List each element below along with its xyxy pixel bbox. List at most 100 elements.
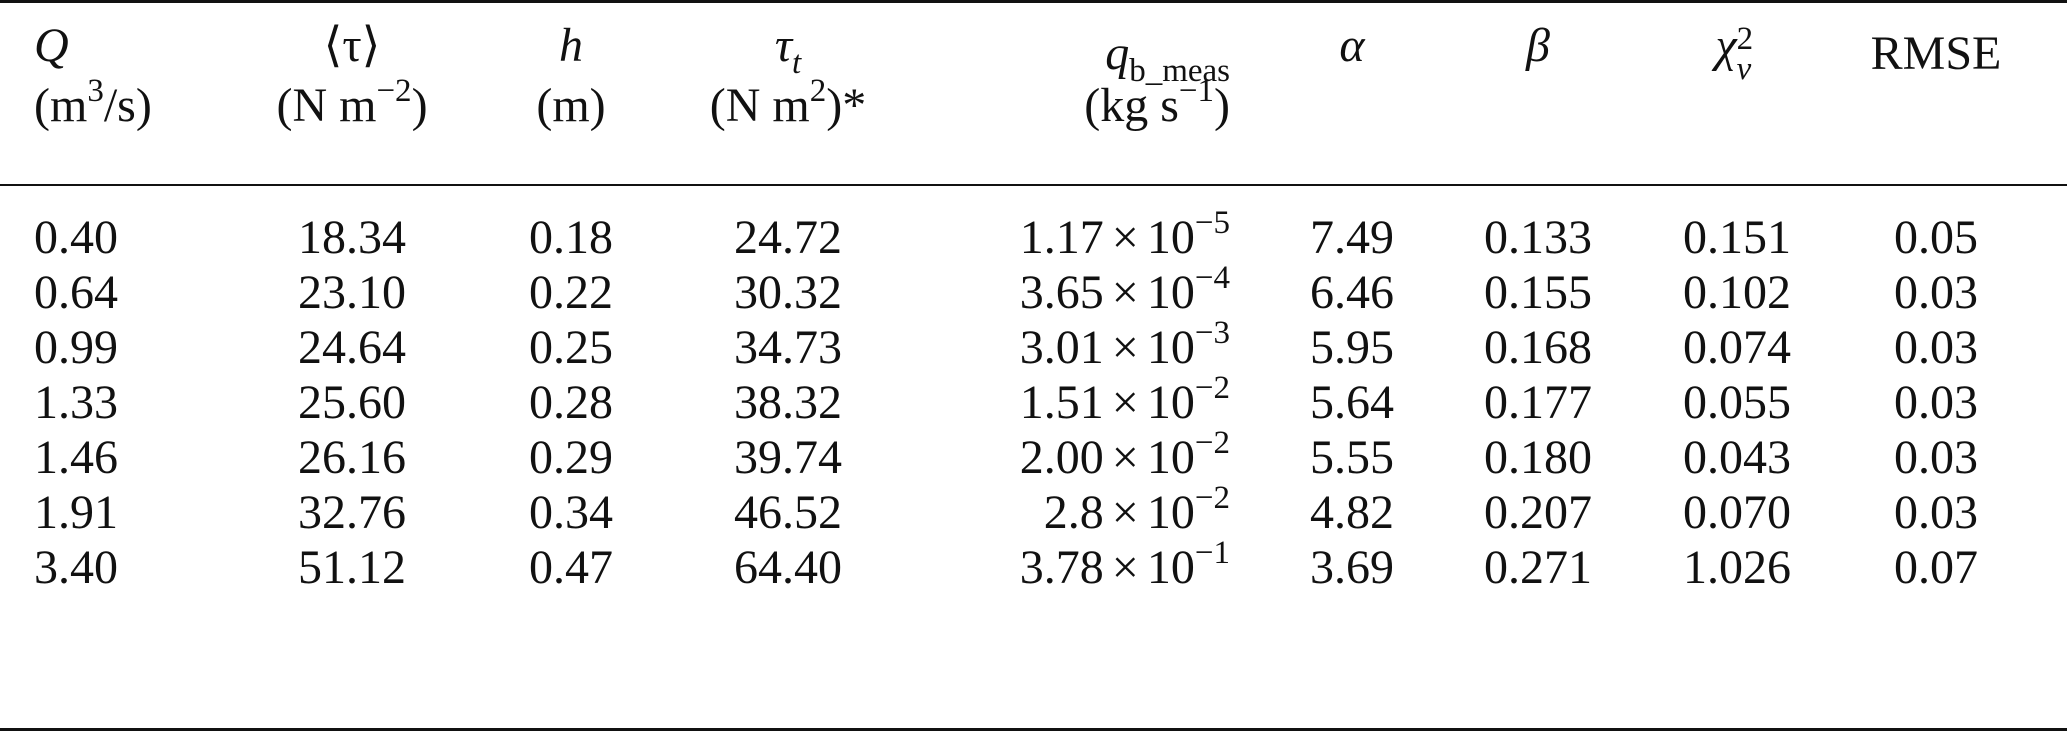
- header-tau-t-unit-sup: 2: [809, 73, 827, 109]
- cell-tau: 26.16: [298, 431, 406, 484]
- cell-alpha: 5.55: [1310, 431, 1394, 484]
- cell-rmse: 0.03: [1894, 486, 1978, 539]
- header-tau-t-unit-pre: (N m: [709, 79, 810, 132]
- cell-qb-base: 10: [1146, 541, 1195, 594]
- cell-qb-base: 10: [1146, 321, 1195, 374]
- cell-chi: 0.102: [1683, 266, 1791, 319]
- cell-tau: 51.12: [298, 541, 406, 594]
- header-chi-symbol: χ: [1715, 19, 1737, 72]
- cell-qb-exponent: −2: [1194, 480, 1230, 516]
- cell-beta: 0.155: [1484, 266, 1592, 319]
- cell-qb-meas: 1.51 × 10−2: [1019, 372, 1230, 429]
- cell-rmse: 0.05: [1894, 211, 1978, 264]
- cell-q: 1.91: [34, 486, 118, 539]
- cell-rmse: 0.07: [1894, 541, 1978, 594]
- header-qb-sub: b_meas: [1129, 53, 1230, 89]
- cell-tau-t: 46.52: [734, 486, 842, 539]
- cell-qb-base: 10: [1146, 266, 1195, 319]
- cell-q: 1.46: [34, 431, 118, 484]
- cell-qb-base: 10: [1146, 376, 1195, 429]
- header-qb-symbol: q: [1105, 27, 1130, 80]
- cell-alpha: 3.69: [1310, 541, 1394, 594]
- header-chi-sub: v: [1736, 51, 1752, 87]
- cell-qb-exponent: −1: [1194, 535, 1230, 571]
- cell-rmse: 0.03: [1894, 376, 1978, 429]
- header-qb-unit-pre: (kg s: [1084, 79, 1179, 132]
- cell-tau-t: 38.32: [734, 376, 842, 429]
- cell-tau: 24.64: [298, 321, 406, 374]
- cell-chi: 1.026: [1683, 541, 1791, 594]
- header-tau-mean-unit-post: ): [411, 79, 428, 132]
- cell-qb-meas: 3.78 × 10−1: [1020, 537, 1230, 594]
- header-rule: [0, 184, 2067, 186]
- header-q-unit-sup: 3: [87, 73, 104, 109]
- header-q-unit-pre: (m: [34, 79, 88, 132]
- times-symbol: ×: [1111, 211, 1139, 264]
- cell-h: 0.22: [529, 266, 613, 319]
- cell-beta: 0.177: [1484, 376, 1592, 429]
- cell-qb-mantissa: 3.01: [1019, 321, 1104, 374]
- cell-h: 0.47: [529, 541, 613, 594]
- header-q-unit-post: /s): [103, 79, 152, 132]
- header-h-symbol: h: [559, 19, 583, 72]
- cell-tau: 32.76: [298, 486, 406, 539]
- cell-h: 0.25: [529, 321, 613, 374]
- cell-rmse: 0.03: [1894, 321, 1978, 374]
- cell-h: 0.18: [529, 211, 613, 264]
- header-tau-mean-unit-sup: −2: [376, 73, 412, 109]
- cell-qb-meas: 3.01 × 10−3: [1019, 317, 1230, 374]
- cell-alpha: 6.46: [1310, 266, 1394, 319]
- cell-chi: 0.043: [1683, 431, 1791, 484]
- header-chi-sup: 2: [1736, 21, 1754, 57]
- cell-beta: 0.133: [1484, 211, 1592, 264]
- cell-beta: 0.207: [1484, 486, 1592, 539]
- header-q-symbol: Q: [34, 19, 69, 72]
- cell-h: 0.34: [529, 486, 613, 539]
- cell-q: 0.40: [34, 211, 118, 264]
- top-rule: [0, 0, 2067, 3]
- times-symbol: ×: [1111, 376, 1139, 429]
- cell-qb-mantissa: 2.8: [1043, 486, 1104, 539]
- bottom-rule: [0, 728, 2067, 731]
- header-tau-mean-unit-pre: (N m: [276, 79, 377, 132]
- header-h-unit: (m): [536, 79, 606, 132]
- cell-chi: 0.055: [1683, 376, 1791, 429]
- cell-qb-exponent: −3: [1194, 315, 1230, 351]
- header-alpha: α: [1339, 19, 1365, 72]
- cell-tau: 25.60: [298, 376, 406, 429]
- times-symbol: ×: [1111, 541, 1139, 594]
- cell-alpha: 4.82: [1310, 486, 1394, 539]
- header-tau-t-sub: t: [792, 45, 802, 81]
- cell-qb-exponent: −2: [1194, 425, 1230, 461]
- cell-qb-base: 10: [1146, 431, 1195, 484]
- cell-qb-mantissa: 1.51: [1019, 376, 1104, 429]
- cell-alpha: 5.64: [1310, 376, 1394, 429]
- cell-alpha: 7.49: [1310, 211, 1394, 264]
- cell-q: 3.40: [34, 541, 118, 594]
- cell-rmse: 0.03: [1894, 266, 1978, 319]
- cell-qb-meas: 2.8 × 10−2: [1043, 482, 1230, 539]
- cell-q: 0.99: [34, 321, 118, 374]
- cell-qb-exponent: −5: [1194, 205, 1230, 241]
- cell-qb-base: 10: [1146, 211, 1195, 264]
- header-beta: β: [1526, 19, 1550, 72]
- header-tau-t-symbol: τ: [774, 19, 793, 72]
- cell-qb-mantissa: 2.00: [1019, 431, 1104, 484]
- header-tau-mean-symbol: ⟨τ⟩: [323, 19, 381, 72]
- header-tau-t-unit-post: )*: [826, 79, 867, 132]
- cell-beta: 0.271: [1484, 541, 1592, 594]
- header-qb-unit-post: ): [1214, 79, 1230, 132]
- cell-tau: 23.10: [298, 266, 406, 319]
- cell-h: 0.28: [529, 376, 613, 429]
- cell-tau-t: 34.73: [734, 321, 842, 374]
- cell-q: 0.64: [34, 266, 118, 319]
- cell-beta: 0.180: [1484, 431, 1592, 484]
- cell-qb-meas: 1.17 × 10−5: [1020, 207, 1230, 264]
- cell-alpha: 5.95: [1310, 321, 1394, 374]
- header-rmse: RMSE: [1870, 27, 2002, 80]
- times-symbol: ×: [1111, 431, 1139, 484]
- cell-chi: 0.070: [1683, 486, 1791, 539]
- cell-tau-t: 24.72: [734, 211, 842, 264]
- cell-qb-exponent: −2: [1194, 370, 1230, 406]
